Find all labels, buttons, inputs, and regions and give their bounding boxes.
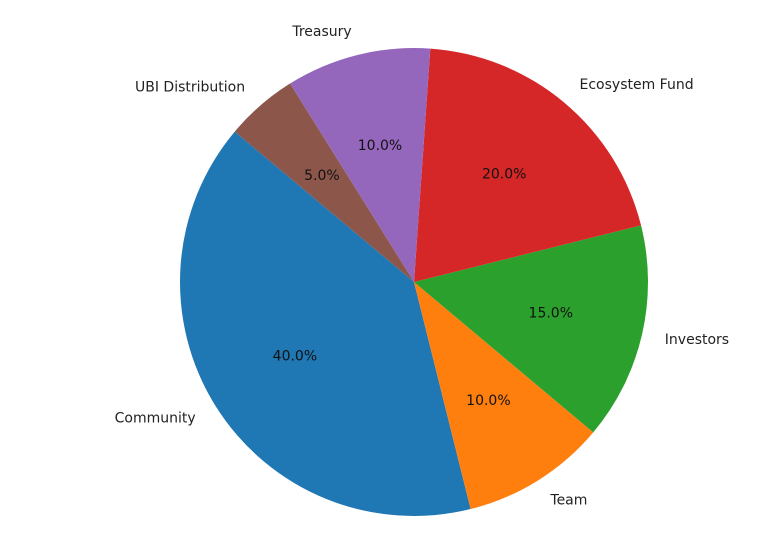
pie-slice-ecosystem-fund: [414, 48, 642, 282]
pie-label-investors: Investors: [665, 332, 729, 348]
pie-label-ecosystem-fund: Ecosystem Fund: [580, 77, 694, 93]
pie-percent-investors: 15.0%: [529, 306, 573, 322]
pie-slice-ubi-distribution: [234, 83, 414, 282]
pie-slice-community: [180, 131, 471, 516]
pie-slice-treasury: [290, 48, 431, 282]
pie-label-treasury: Treasury: [291, 24, 351, 40]
pie-percent-ubi-distribution: 5.0%: [304, 168, 340, 184]
pie-percent-ecosystem-fund: 20.0%: [482, 166, 526, 182]
pie-percent-community: 40.0%: [273, 348, 317, 364]
pie-percent-team: 10.0%: [466, 393, 510, 409]
pie-slices: [180, 48, 648, 516]
pie-label-team: Team: [549, 492, 587, 508]
pie-slice-investors: [414, 225, 648, 433]
pie-label-community: Community: [115, 410, 196, 426]
pie-percent-treasury: 10.0%: [358, 138, 402, 154]
pie-label-ubi-distribution: UBI Distribution: [135, 80, 245, 96]
pie-labels: 40.0% Community 10.0% Team 15.0% Investors 20.…: [115, 24, 729, 508]
pie-slice-team: [414, 282, 594, 510]
